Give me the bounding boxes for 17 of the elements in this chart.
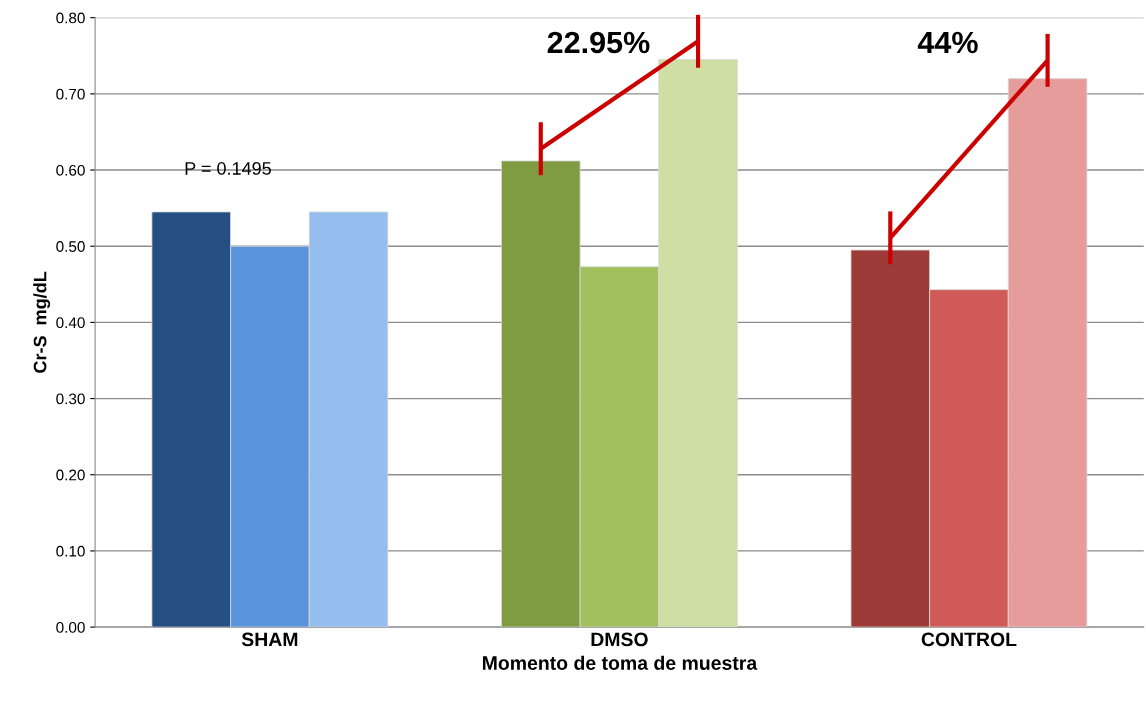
x-axis-title: Momento de toma de muestra — [482, 655, 758, 670]
annotation: P = 0.1495 — [185, 162, 271, 175]
y-tick-label: 0.40 — [56, 317, 85, 329]
y-tick-label: 0.10 — [56, 545, 85, 557]
annotation: 22.95% — [547, 31, 650, 54]
y-tick-label: 0.00 — [56, 621, 85, 633]
y-tick-label: 0.80 — [56, 12, 85, 24]
y-tick-label: 0.20 — [56, 469, 85, 481]
y-axis-title: Cr-S mg/dL — [33, 271, 51, 373]
x-tick-label: CONTROL — [921, 632, 1017, 647]
y-tick-label: 0.50 — [56, 241, 85, 252]
x-tick-label: SHAM — [241, 632, 298, 647]
annotation: 44% — [917, 31, 978, 54]
y-tick-label: 0.30 — [56, 393, 85, 405]
y-tick-label: 0.70 — [56, 88, 85, 100]
x-tick-label: DMSO — [591, 632, 648, 647]
y-tick-label: 0.60 — [56, 164, 85, 176]
